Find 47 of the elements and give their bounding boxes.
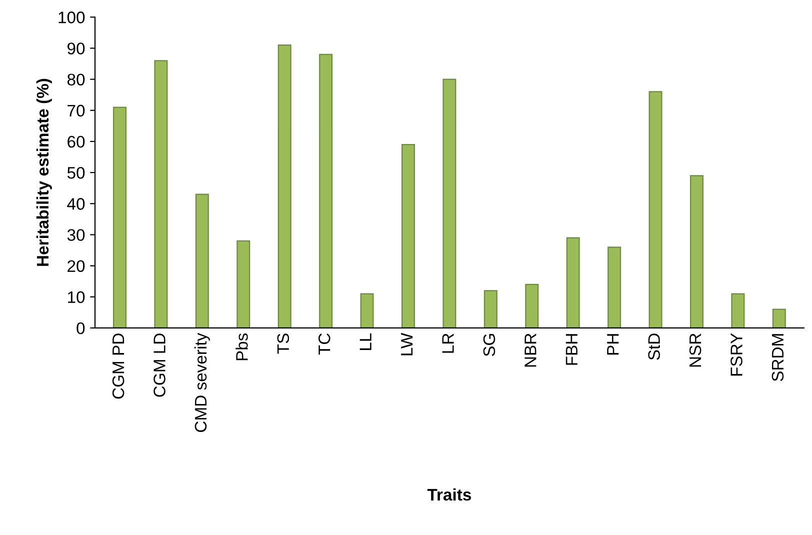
x-tick-label: CGM LD [154,334,166,397]
x-tick-label: LL [360,333,372,350]
y-tick-label: 30 [67,229,85,241]
y-tick-label: 60 [68,136,85,148]
x-tick-label: SG [483,334,496,356]
x-tick-label: NBR [524,334,536,367]
x-tick-label: FSRY [730,333,742,376]
x-tick-label: SRDM [772,334,784,382]
x-tick-label: TC [318,333,330,355]
x-tick-label: CMD severity [194,332,210,432]
bar [608,246,622,328]
y-tick-label: 100 [58,12,85,24]
y-tick-label: 10 [68,291,85,304]
x-tick-label: LR [442,334,454,353]
bar [690,175,704,328]
x-tick-label: LW [401,332,413,356]
x-tick-label: FBH [566,334,578,365]
bar [154,60,168,328]
y-tick-label: 70 [68,104,85,117]
bar [442,78,456,328]
bar [648,91,662,328]
bar [566,237,580,328]
bar [319,54,333,328]
bar [278,44,292,328]
y-tick-label: 90 [68,42,85,54]
bar [401,144,415,328]
x-tick-label: NSR [689,334,702,367]
bar [236,240,250,328]
x-tick-label: PH [607,334,619,355]
x-tick-label: TS [277,334,290,354]
x-tick-label: Pbs [236,333,248,360]
bar [360,293,374,328]
x-tick-label: StD [648,334,660,360]
y-tick-label: 50 [67,166,85,179]
bar [112,106,126,328]
y-tick-label: 40 [67,198,85,210]
bar [195,194,209,328]
x-tick-label: CGM PD [112,334,124,399]
bar [525,284,539,328]
y-tick-label: 0 [76,322,85,334]
y-tick-label: 80 [67,74,85,86]
y-axis-title: Heritability estimate (%) [36,78,52,266]
x-axis-title: Traits [427,488,471,501]
y-tick-label: 20 [68,260,85,272]
bar [484,290,498,328]
bar [772,308,786,328]
bar [731,293,745,328]
